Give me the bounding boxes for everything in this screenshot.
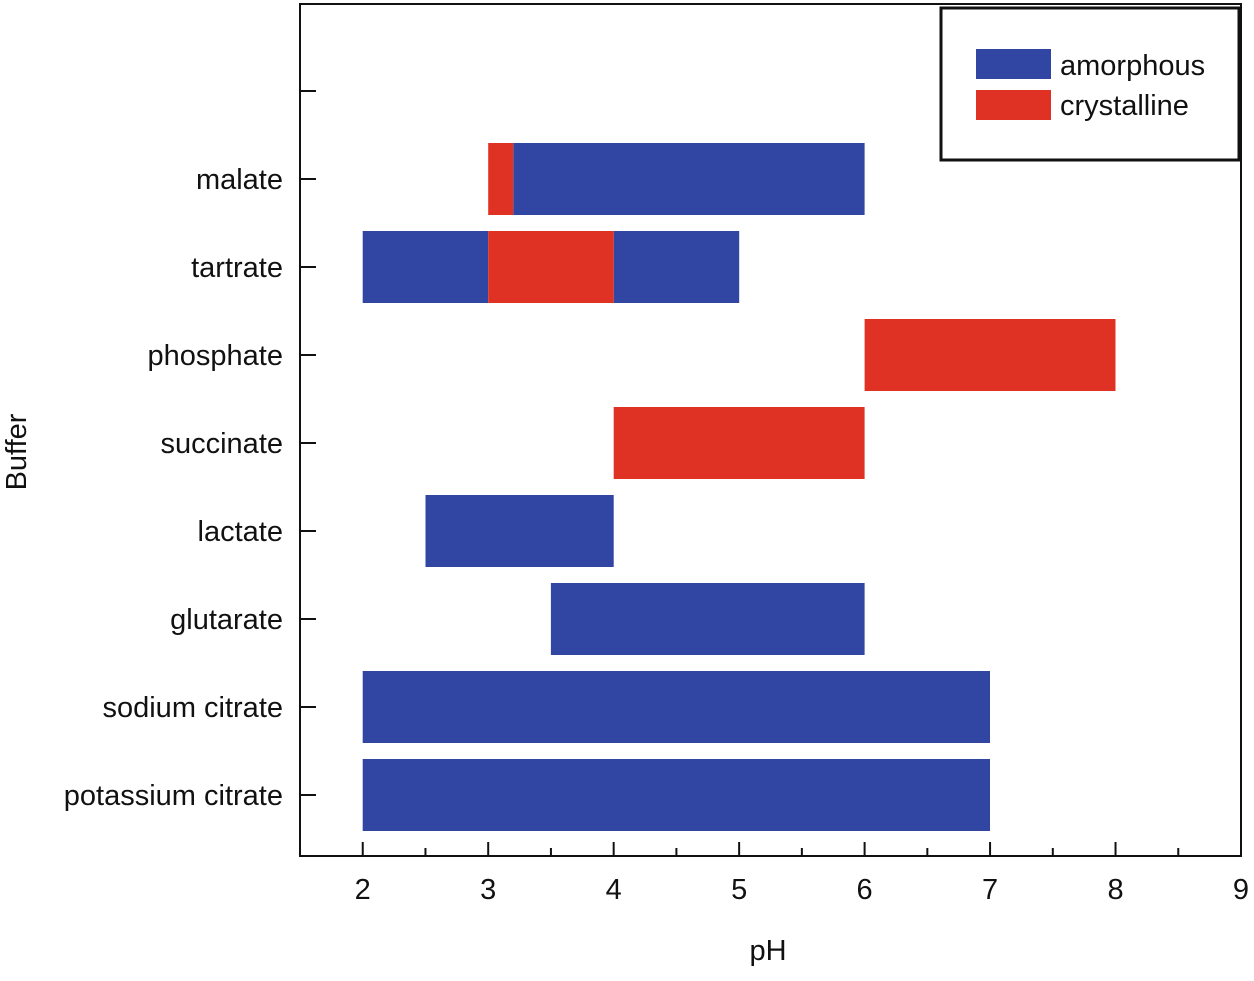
x-tick-label-4: 4 <box>606 874 622 906</box>
x-tick-label-9: 9 <box>1233 874 1249 906</box>
y-category-label-succinate: succinate <box>160 428 283 460</box>
y-category-label-potassium-citrate: potassium citrate <box>64 780 283 812</box>
y-category-label-sodium-citrate: sodium citrate <box>102 692 283 724</box>
legend-swatch-amorphous <box>976 49 1051 79</box>
x-tick-label-6: 6 <box>857 874 873 906</box>
y-category-label-tartrate: tartrate <box>191 252 283 284</box>
bar-malate-amorphous <box>513 143 865 215</box>
x-tick-label-2: 2 <box>355 874 371 906</box>
bar-tartrate-amorphous <box>613 231 740 303</box>
legend-label-crystalline: crystalline <box>1060 90 1189 122</box>
bar-phosphate-crystalline <box>864 319 1116 391</box>
x-tick-label-8: 8 <box>1107 874 1123 906</box>
legend-swatch-crystalline <box>976 90 1051 120</box>
bars-group <box>362 143 1116 831</box>
legend-box <box>939 6 1241 162</box>
x-axis-title: pH <box>749 935 786 967</box>
y-axis-title: Buffer <box>1 413 33 490</box>
legend: amorphous crystalline <box>939 6 1241 162</box>
y-axis-ticks: malate tartrate phosphate succinate lactate g… <box>64 90 316 812</box>
bar-tartrate-amorphous <box>362 231 489 303</box>
legend-label-amorphous: amorphous <box>1060 50 1205 82</box>
y-category-label-lactate: lactate <box>198 516 283 548</box>
bar-malate-crystalline <box>488 143 514 215</box>
bar-sodium-citrate-amorphous <box>362 671 990 743</box>
x-axis-ticks: 2 3 4 5 6 7 8 9 <box>299 842 1249 906</box>
x-tick-label-7: 7 <box>982 874 998 906</box>
plot-frame <box>299 3 1242 857</box>
x-tick-label-5: 5 <box>731 874 747 906</box>
bar-glutarate-amorphous <box>550 583 865 655</box>
y-category-label-glutarate: glutarate <box>170 604 283 636</box>
y-category-label-malate: malate <box>196 164 283 196</box>
bar-potassium-citrate-amorphous <box>362 759 990 831</box>
y-category-label-phosphate: phosphate <box>148 340 283 372</box>
bar-succinate-crystalline <box>613 407 865 479</box>
bar-lactate-amorphous <box>425 495 614 567</box>
bar-tartrate-crystalline <box>488 231 614 303</box>
x-tick-label-3: 3 <box>480 874 496 906</box>
